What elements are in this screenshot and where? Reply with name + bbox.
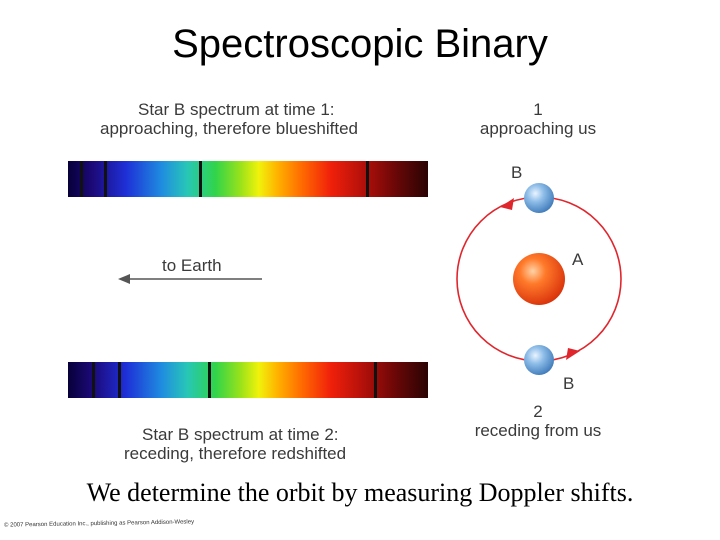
spectrum-blueshifted [68, 161, 428, 197]
star-b-position1 [524, 183, 554, 213]
orbit-arrowhead-bottom [566, 348, 580, 360]
position2-label: 2 receding from us [462, 402, 614, 440]
absorption-line [366, 161, 369, 197]
position2-number: 2 [533, 402, 543, 421]
position2-text: receding from us [474, 421, 602, 440]
absorption-line [374, 362, 377, 398]
star-a [513, 253, 565, 305]
spectrum-time2-label: Star B spectrum at time 2: receding, the… [100, 425, 346, 463]
absorption-line [199, 161, 202, 197]
orbit-arrowhead-top [500, 198, 514, 210]
spectrum-time2-line2: receding, therefore redshifted [124, 444, 347, 463]
star-b-label-bottom: B [563, 374, 575, 393]
spectrum-redshifted [68, 362, 428, 398]
star-b-label-top: B [511, 163, 523, 182]
spectrum-time1-line2: approaching, therefore blueshifted [100, 119, 359, 138]
star-a-label: A [572, 250, 584, 269]
absorption-line [118, 362, 121, 398]
slide-caption: We determine the orbit by measuring Dopp… [86, 478, 634, 507]
position1-label: 1 approaching us [462, 100, 614, 138]
to-earth-arrowhead [118, 274, 130, 284]
absorption-line [80, 161, 83, 197]
spectrum-time1-line1: Star B spectrum at time 1: [138, 100, 335, 119]
position1-number: 1 [533, 100, 543, 119]
spectrum-time2-line1: Star B spectrum at time 2: [142, 425, 339, 444]
position1-text: approaching us [479, 119, 597, 138]
absorption-line [92, 362, 95, 398]
absorption-line [208, 362, 211, 398]
absorption-line [104, 161, 107, 197]
star-b-position2 [524, 345, 554, 375]
slide-title: Spectroscopic Binary [172, 22, 548, 66]
to-earth-label: to Earth [162, 256, 222, 275]
spectrum-time1-label: Star B spectrum at time 1: approaching, … [100, 100, 358, 138]
